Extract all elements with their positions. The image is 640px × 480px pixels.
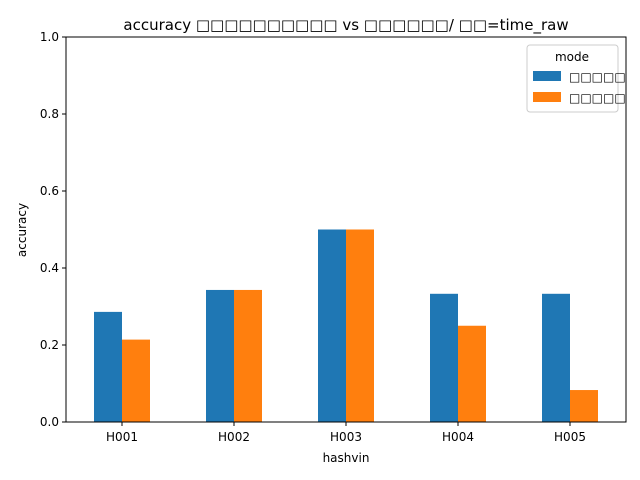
legend-title: mode bbox=[555, 50, 589, 64]
x-tick-label: H004 bbox=[442, 430, 474, 444]
y-axis: 0.0 0.2 0.4 0.6 0.8 1.0 bbox=[40, 30, 66, 429]
y-tick-label: 0.8 bbox=[40, 107, 59, 121]
x-axis: H001 H002 H003 H004 H005 bbox=[106, 422, 586, 444]
y-tick-label: 0.0 bbox=[40, 415, 59, 429]
legend-swatch-2 bbox=[533, 92, 561, 102]
bar-2-h001 bbox=[122, 339, 150, 422]
bar-2-h003 bbox=[346, 229, 374, 422]
y-tick-label: 0.6 bbox=[40, 184, 59, 198]
bar-1-h002 bbox=[206, 289, 234, 422]
y-tick-label: 1.0 bbox=[40, 30, 59, 44]
bar-2-h002 bbox=[234, 289, 262, 422]
y-tick-label: 0.4 bbox=[40, 261, 59, 275]
chart-title: accuracy □□□□□□□□□□ vs □□□□□□/ □□=time_r… bbox=[123, 16, 568, 35]
legend: mode □□□□□ □□□□□ bbox=[526, 44, 626, 113]
legend-label-2: □□□□□ bbox=[569, 91, 626, 105]
bar-2-h005 bbox=[570, 390, 598, 422]
legend-label-1: □□□□□ bbox=[569, 70, 626, 84]
bar-1-h005 bbox=[542, 293, 570, 422]
plot-area bbox=[65, 36, 627, 423]
y-tick-label: 0.2 bbox=[40, 338, 59, 352]
x-axis-label: hashvin bbox=[323, 451, 370, 465]
x-tick-label: H005 bbox=[554, 430, 586, 444]
bar-1-h003 bbox=[318, 229, 346, 422]
x-tick-label: H003 bbox=[330, 430, 362, 444]
legend-swatch-1 bbox=[533, 71, 561, 81]
bar-2-h004 bbox=[458, 325, 486, 422]
bar-1-h001 bbox=[94, 311, 122, 422]
bar-1-h004 bbox=[430, 293, 458, 422]
y-axis-label: accuracy bbox=[15, 203, 29, 257]
x-tick-label: H001 bbox=[106, 430, 138, 444]
x-tick-label: H002 bbox=[218, 430, 250, 444]
